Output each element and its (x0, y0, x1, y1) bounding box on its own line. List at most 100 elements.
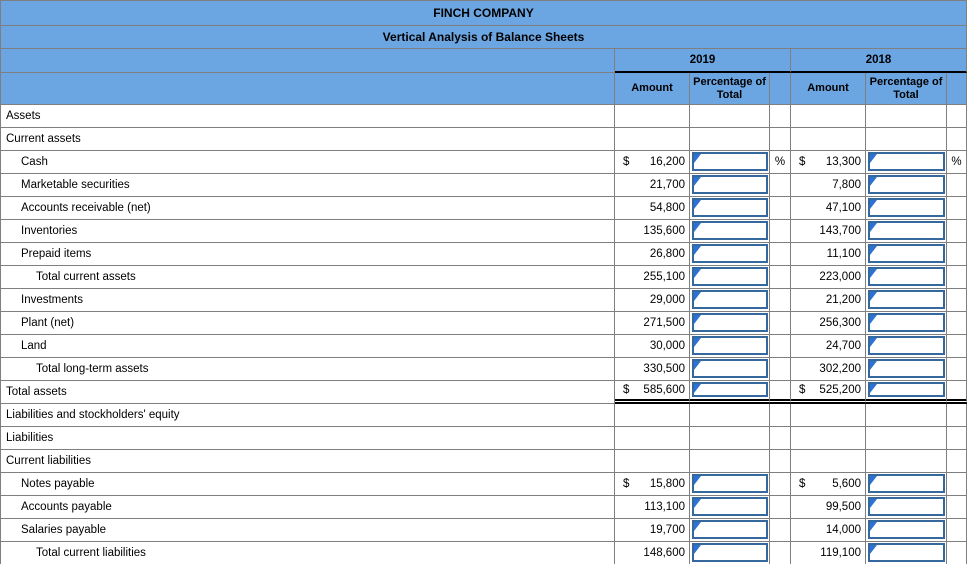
percentage-input-2019[interactable] (692, 336, 768, 355)
row-label: Total long-term assets (1, 358, 615, 381)
percent-sign-2019 (770, 197, 791, 220)
pct-cell-2019 (690, 427, 770, 450)
percentage-input-2019[interactable] (692, 543, 768, 562)
amount-cell-2018: 11,100 (791, 243, 866, 266)
percentage-input-2018[interactable] (868, 175, 945, 194)
pct-cell-2018 (866, 404, 947, 427)
amount-value-2018: 223,000 (819, 271, 861, 283)
percentage-input-2018[interactable] (868, 497, 945, 516)
pct-cell-2019 (690, 519, 770, 542)
year-header-2018: 2018 (791, 49, 967, 73)
pct-cell-2019 (690, 381, 770, 404)
percentage-input-2019[interactable] (692, 313, 768, 332)
percentage-input-2019[interactable] (692, 359, 768, 378)
percentage-input-2018[interactable] (868, 198, 945, 217)
row-label: Investments (1, 289, 615, 312)
percent-sign-2019 (770, 174, 791, 197)
percentage-input-2019[interactable] (692, 244, 768, 263)
amount-cell-2018: $ 525,200 (791, 381, 866, 404)
percent-sign-2018 (947, 427, 967, 450)
amount-value-2018: 525,200 (819, 384, 861, 396)
percentage-input-2019[interactable] (692, 474, 768, 493)
answer-flag-icon (870, 522, 877, 531)
amount-cell-2019: 148,600 (615, 542, 690, 564)
pct-cell-2018 (866, 128, 947, 151)
percentage-input-2018[interactable] (868, 474, 945, 493)
percentage-input-2018[interactable] (868, 520, 945, 539)
pct-cell-2019 (690, 197, 770, 220)
percentage-input-2018[interactable] (868, 221, 945, 240)
table-row: Prepaid items 26,800 11,100 (1, 243, 967, 266)
dollar-sign-2019: $ (623, 156, 630, 168)
percent-sign-2019 (770, 105, 791, 128)
answer-flag-icon (870, 545, 877, 554)
pct-cell-2018 (866, 496, 947, 519)
pct-cell-2018 (866, 105, 947, 128)
percent-sign-2018 (947, 519, 967, 542)
pct-cell-2019 (690, 289, 770, 312)
pct-cell-2018 (866, 220, 947, 243)
pct-cell-2018 (866, 335, 947, 358)
percentage-input-2018[interactable] (868, 244, 945, 263)
row-label: Current liabilities (1, 450, 615, 473)
answer-flag-icon (694, 223, 701, 232)
pct-cell-2019 (690, 128, 770, 151)
percentage-input-2018[interactable] (868, 267, 945, 286)
row-label: Notes payable (1, 473, 615, 496)
answer-flag-icon (694, 246, 701, 255)
percentage-input-2018[interactable] (868, 313, 945, 332)
table-row: Accounts payable 113,100 99,500 (1, 496, 967, 519)
row-label: Marketable securities (1, 174, 615, 197)
pct-cell-2019 (690, 243, 770, 266)
amount-cell-2018 (791, 450, 866, 473)
pct-cell-2019 (690, 220, 770, 243)
percentage-input-2019[interactable] (692, 198, 768, 217)
amount-cell-2019: 29,000 (615, 289, 690, 312)
row-label: Inventories (1, 220, 615, 243)
percentage-input-2019[interactable] (692, 382, 768, 397)
amount-value-2018: 99,500 (825, 501, 861, 513)
row-label: Salaries payable (1, 519, 615, 542)
percentage-input-2019[interactable] (692, 175, 768, 194)
answer-flag-icon (694, 384, 701, 393)
pct-cell-2019 (690, 335, 770, 358)
percent-sign-2019 (770, 220, 791, 243)
percentage-input-2018[interactable] (868, 359, 945, 378)
percent-sign-2019 (770, 358, 791, 381)
amount-cell-2018: $ 5,600 (791, 473, 866, 496)
pct-cell-2019 (690, 312, 770, 335)
percent-sign-2019 (770, 335, 791, 358)
percentage-input-2019[interactable] (692, 497, 768, 516)
percentage-input-2018[interactable] (868, 290, 945, 309)
percentage-input-2019[interactable] (692, 290, 768, 309)
table-row: Total long-term assets 330,500 302,200 (1, 358, 967, 381)
answer-flag-icon (694, 177, 701, 186)
pct-cell-2019 (690, 404, 770, 427)
amount-cell-2019 (615, 128, 690, 151)
percentage-input-2018[interactable] (868, 543, 945, 562)
year-header-2019: 2019 (615, 49, 791, 73)
pct-cell-2018 (866, 381, 947, 404)
percent-sign-2019 (770, 473, 791, 496)
amount-value-2019: 585,600 (643, 384, 685, 396)
percent-sign-2018 (947, 105, 967, 128)
percentage-input-2019[interactable] (692, 221, 768, 240)
percentage-input-2018[interactable] (868, 336, 945, 355)
percent-sign-2018 (947, 496, 967, 519)
answer-flag-icon (870, 246, 877, 255)
row-label: Accounts payable (1, 496, 615, 519)
answer-flag-icon (694, 545, 701, 554)
percentage-input-2019[interactable] (692, 520, 768, 539)
pct-cell-2018 (866, 542, 947, 564)
percentage-input-2018[interactable] (868, 382, 945, 397)
report-subtitle: Vertical Analysis of Balance Sheets (1, 26, 967, 49)
percentage-input-2018[interactable] (868, 152, 945, 171)
row-label: Cash (1, 151, 615, 174)
percent-sign-2019 (770, 243, 791, 266)
percentage-input-2019[interactable] (692, 267, 768, 286)
amount-value-2019: 30,000 (649, 340, 685, 352)
answer-flag-icon (870, 154, 877, 163)
table-body: Assets Current assets (1, 105, 967, 564)
percentage-input-2019[interactable] (692, 152, 768, 171)
table-row: Current assets (1, 128, 967, 151)
